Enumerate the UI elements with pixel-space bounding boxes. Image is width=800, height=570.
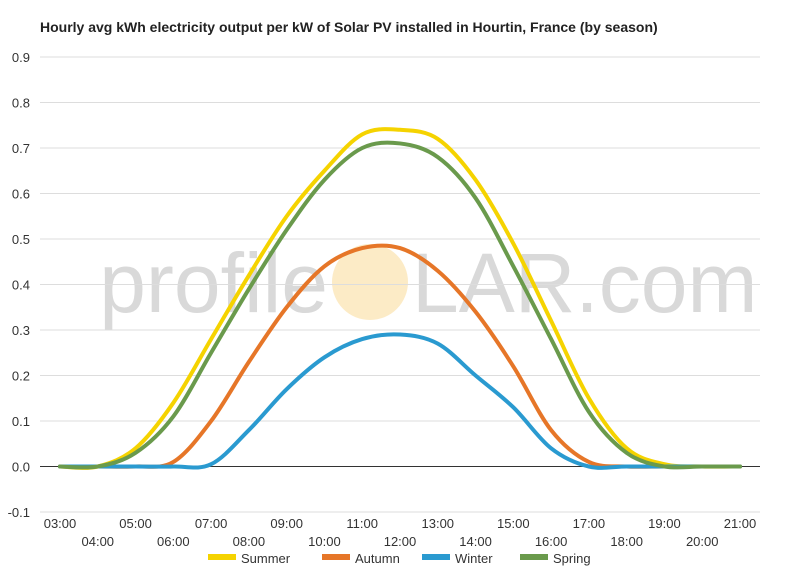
x-tick-label: 13:00 <box>422 516 455 531</box>
legend-swatch-winter <box>422 554 450 560</box>
x-tick-label: 12:00 <box>384 534 417 549</box>
x-tick-label: 17:00 <box>573 516 606 531</box>
series-lines <box>58 127 742 470</box>
x-tick-label: 20:00 <box>686 534 719 549</box>
legend-swatch-summer <box>208 554 236 560</box>
x-tick-label: 06:00 <box>157 534 190 549</box>
legend-swatch-spring <box>520 554 548 560</box>
watermark-sun-icon <box>332 244 408 320</box>
x-tick-label: 15:00 <box>497 516 530 531</box>
legend-swatch-autumn <box>322 554 350 560</box>
chart-title: Hourly avg kWh electricity output per kW… <box>40 19 658 35</box>
watermark-text-right: LAR.com <box>412 236 757 330</box>
x-axis: 03:00 04:00 05:00 06:00 07:00 08:00 09:00 10:00… <box>44 516 757 549</box>
series-line-spring <box>58 140 742 470</box>
watermark-text-left: profile <box>99 236 328 330</box>
y-tick-label: 0.3 <box>12 323 30 338</box>
legend-label-spring: Spring <box>553 551 591 566</box>
x-tick-label: 19:00 <box>648 516 681 531</box>
y-tick-label: 0.7 <box>12 141 30 156</box>
x-tick-label: 16:00 <box>535 534 568 549</box>
x-tick-label: 14:00 <box>459 534 492 549</box>
y-axis: -0.1 0.0 0.1 0.2 0.3 0.4 0.5 0.6 0.7 0.8 0.9 <box>8 50 30 520</box>
y-tick-label: 0.2 <box>12 369 30 384</box>
legend: Summer Autumn Winter Spring <box>208 551 591 566</box>
x-tick-label: 11:00 <box>346 516 378 531</box>
x-tick-label: 03:00 <box>44 516 77 531</box>
x-tick-label: 04:00 <box>82 534 115 549</box>
x-tick-label: 09:00 <box>270 516 303 531</box>
x-tick-label: 08:00 <box>233 534 266 549</box>
x-tick-label: 10:00 <box>308 534 341 549</box>
x-tick-label: 05:00 <box>119 516 152 531</box>
series-line-summer <box>58 127 742 470</box>
y-tick-label: 0.8 <box>12 96 30 111</box>
y-tick-label: 0.4 <box>12 278 30 293</box>
y-tick-label: 0.9 <box>12 50 30 65</box>
y-tick-label: 0.0 <box>12 460 30 475</box>
x-tick-label: 07:00 <box>195 516 228 531</box>
legend-label-autumn: Autumn <box>355 551 400 566</box>
y-tick-label: 0.1 <box>12 414 30 429</box>
x-tick-label: 21:00 <box>724 516 757 531</box>
y-tick-label: 0.6 <box>12 187 30 202</box>
y-tick-label: 0.5 <box>12 232 30 247</box>
legend-label-summer: Summer <box>241 551 291 566</box>
x-tick-label: 18:00 <box>610 534 643 549</box>
legend-label-winter: Winter <box>455 551 493 566</box>
watermark: profile LAR.com <box>99 236 757 330</box>
series-line-winter <box>58 332 742 470</box>
y-tick-label: -0.1 <box>8 505 30 520</box>
